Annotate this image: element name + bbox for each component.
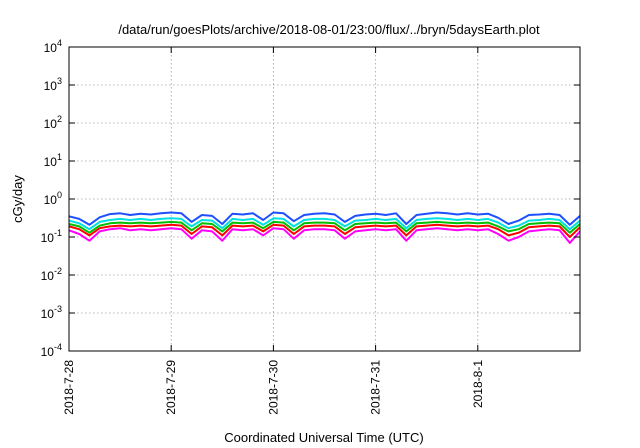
grid [69, 47, 580, 351]
series-line-5 [68, 211, 581, 226]
y-tick-label-exponent: 0 [57, 190, 62, 200]
y-tick-label: 103 [44, 76, 62, 93]
y-tick-label-base: 10 [41, 269, 55, 283]
y-tick-label-exponent: 3 [57, 76, 62, 86]
y-tick-label-exponent: -2 [54, 266, 62, 276]
series-line-4 [68, 217, 581, 231]
y-tick-label-base: 10 [44, 155, 58, 169]
x-tick-label: 2018-7-30 [266, 360, 280, 415]
y-tick-label: 102 [44, 114, 62, 131]
x-tick-label: 2018-7-29 [164, 360, 178, 415]
y-tick-label: 10-1 [41, 228, 62, 245]
x-tick-label: 2018-7-28 [62, 360, 76, 415]
y-axis-label: cGy/day [10, 175, 25, 223]
y-tick-label-exponent: 2 [57, 114, 62, 124]
series-line-1 [68, 227, 581, 244]
y-tick-label: 10-3 [41, 304, 62, 321]
y-tick-label-exponent: 1 [57, 152, 62, 162]
y-tick-label-base: 10 [41, 231, 55, 245]
y-tick-label: 104 [44, 38, 62, 55]
y-tick-label-base: 10 [44, 41, 58, 55]
x-tick-label: 2018-7-31 [369, 360, 383, 415]
x-tick-labels: 2018-7-28 2018-7-29 2018-7-30 2018-7-31 2018… [62, 360, 485, 415]
series-group [68, 211, 581, 244]
y-tick-label: 10-2 [41, 266, 62, 283]
y-tick-label-base: 10 [44, 79, 58, 93]
chart-title: /data/run/goesPlots/archive/2018-08-01/2… [118, 22, 540, 37]
y-tick-label-exponent: -4 [54, 342, 62, 352]
y-tick-label-base: 10 [44, 117, 58, 131]
y-tick-label-base: 10 [41, 307, 55, 321]
y-tick-label: 100 [44, 190, 62, 207]
y-tick-label-exponent: -3 [54, 304, 62, 314]
y-tick-label-exponent: 4 [57, 38, 62, 48]
series-line-3 [68, 220, 581, 234]
x-tick-label: 2018-8-1 [471, 360, 485, 408]
y-tick-label: 10-4 [41, 342, 62, 359]
series-line-2 [68, 223, 581, 238]
y-tick-label-base: 10 [44, 193, 58, 207]
x-axis-label: Coordinated Universal Time (UTC) [224, 430, 423, 445]
y-tick-label-exponent: -1 [54, 228, 62, 238]
axis-ticks [68, 46, 580, 352]
y-tick-label-base: 10 [41, 345, 55, 359]
y-tick-label: 101 [44, 152, 62, 169]
